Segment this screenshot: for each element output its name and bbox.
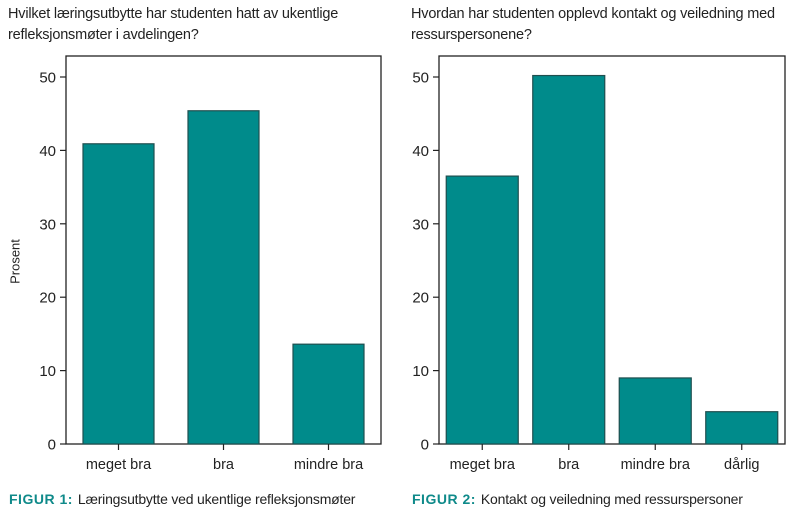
chart1-ytick-label: 40: [39, 143, 56, 160]
chart2-question-line1: Hvordan har studenten opplevd kontakt og…: [411, 6, 775, 22]
chart1-ytick-label: 20: [39, 290, 56, 307]
chart1-caption-text: Læringsutbytte ved ukentlige refleksjons…: [77, 491, 356, 507]
chart2-xtick-label: dårlig: [724, 457, 759, 473]
chart1-caption: FIGUR 1: Læringsutbytte ved ukentlige ref…: [9, 491, 355, 507]
chart2-caption: FIGUR 2: Kontakt og veiledning med ressur…: [412, 491, 743, 507]
chart1-xtick-label: bra: [213, 457, 235, 473]
chart2-bar: [705, 411, 779, 445]
chart2-xtick-label: bra: [558, 457, 580, 473]
chart2-ytick-label: 10: [412, 363, 429, 380]
chart1-ytick-label: 30: [39, 216, 56, 233]
chart2-ytick-label: 20: [412, 290, 429, 307]
chart2-question-line2: ressurspersonene?: [411, 27, 532, 43]
chart1-bar: [292, 343, 365, 445]
chart1-xtick-label: meget bra: [86, 457, 152, 473]
chart2-ytick-label: 40: [412, 143, 429, 160]
chart2-ytick-label: 30: [412, 216, 429, 233]
chart2-xtick-label: mindre bra: [621, 457, 691, 473]
chart1-ytick-label: 10: [39, 363, 56, 380]
chart2-bar: [532, 74, 606, 445]
chart2-frame: [438, 55, 786, 445]
chart1-question-line2: refleksjonsmøter i avdelingen?: [8, 27, 199, 43]
chart1-question-line1: Hvilket læringsutbytte har studenten hat…: [8, 6, 339, 22]
chart2-ytick-label: 50: [412, 70, 429, 87]
chart2-caption-text: Kontakt og veiledning med ressurspersone…: [480, 491, 743, 507]
chart1-caption-label: FIGUR 1:: [9, 491, 73, 507]
chart1-ytick-label: 50: [39, 70, 56, 87]
chart2-bar: [445, 175, 519, 445]
chart1-xtick-label: mindre bra: [294, 457, 364, 473]
chart2-xtick-label: meget bra: [450, 457, 516, 473]
chart1-bar: [82, 143, 155, 445]
chart1-question: Hvilket læringsutbytte har studenten hat…: [8, 4, 398, 46]
chart2-ytick-label: 0: [421, 437, 429, 454]
chart2-caption-label: FIGUR 2:: [412, 491, 476, 507]
chart1-bar: [187, 110, 260, 445]
chart2-question: Hvordan har studenten opplevd kontakt og…: [411, 4, 800, 46]
chart1-ytick-label: 0: [48, 437, 56, 454]
chart2-bar: [618, 377, 692, 445]
